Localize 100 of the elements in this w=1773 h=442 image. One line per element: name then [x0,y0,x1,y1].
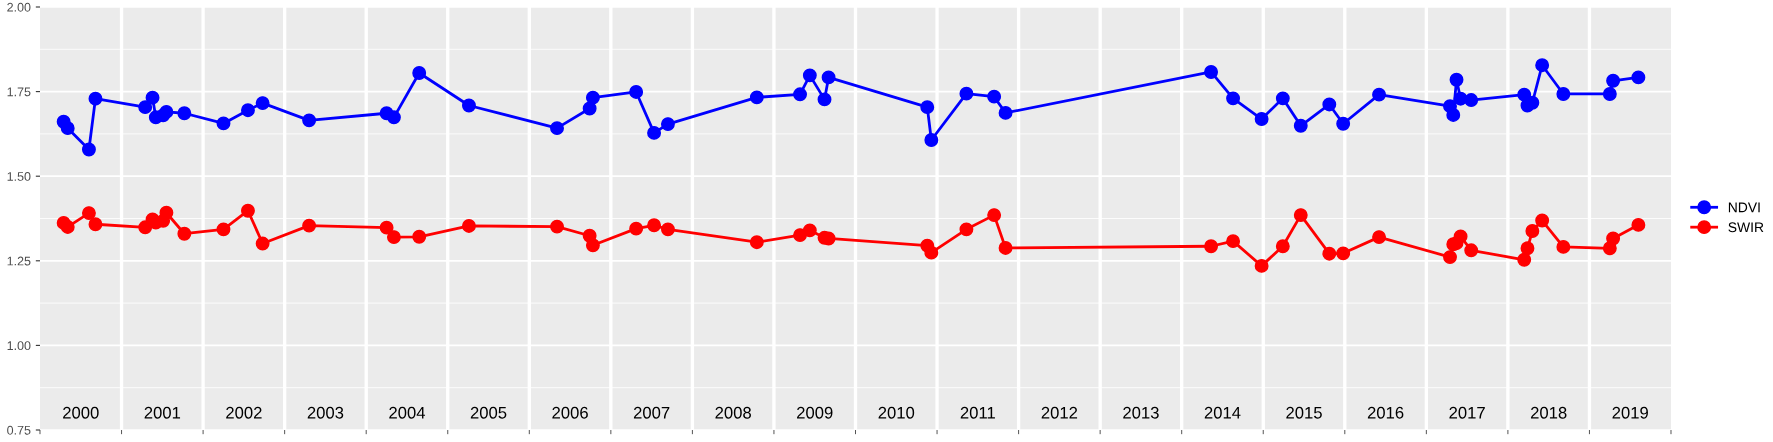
y-tick-label: 0.75 [7,425,31,435]
point [1275,91,1290,106]
point [959,86,974,101]
x-tick-label: 2018 [1530,406,1567,419]
point [660,222,675,237]
point [1322,97,1337,112]
y-tick-label: 1.50 [7,172,31,181]
legend-label: SWIR [1728,222,1764,233]
point [1254,258,1269,273]
point [1254,112,1269,126]
point [1606,73,1621,88]
point [821,70,836,85]
point [1372,230,1386,245]
point [1226,91,1241,106]
point [749,90,764,105]
point [998,240,1013,255]
point [302,218,317,233]
point [159,205,174,220]
y-tick-label: 1.25 [7,256,31,266]
point [1446,108,1461,122]
point [629,221,644,236]
x-tick-label: 2002 [226,406,262,419]
point [1293,208,1308,223]
x-tick-label: 2001 [144,406,181,419]
point [216,222,231,237]
point [647,218,662,233]
point [585,238,600,253]
point [629,84,644,99]
point [462,218,476,233]
point [1275,239,1290,254]
x-tick-label: 2000 [63,406,99,419]
point [1464,93,1479,108]
point [817,92,832,107]
point [1631,70,1646,85]
x-tick-label: 2016 [1367,406,1404,419]
point [647,125,662,140]
x-tick-label: 2003 [307,406,344,419]
x-tick-label: 2011 [960,406,995,419]
point [216,116,231,131]
x-tick-label: 2007 [633,406,670,419]
x-tick-label: 2013 [1123,406,1159,419]
y-tick-label: 2.00 [7,2,31,12]
x-tick-label: 2014 [1204,406,1241,419]
point [660,117,675,132]
x-tick-label: 2004 [389,406,426,419]
point [749,235,764,250]
point [1631,217,1646,232]
point [60,220,75,234]
point [1525,224,1540,238]
point [386,230,401,245]
point [1322,246,1337,261]
legend-label: NDVI [1728,202,1760,213]
point [924,133,939,147]
point [177,226,192,241]
x-tick-label: 2017 [1449,406,1485,419]
point [1293,118,1308,133]
point [1464,243,1479,258]
point [1449,72,1464,87]
point [88,217,103,232]
point [255,236,270,251]
point [793,87,807,102]
point [412,66,427,80]
point [379,220,394,235]
x-tick-label: 2009 [797,406,833,419]
point [1372,87,1386,102]
point [550,121,564,136]
point [1535,213,1550,228]
point [1535,58,1550,73]
x-tick-label: 2008 [715,406,751,419]
point [177,106,192,121]
point [81,206,96,221]
point [1556,87,1571,101]
point [386,110,401,125]
point [920,100,935,115]
point [255,96,270,111]
point [1453,229,1468,244]
point [159,104,174,119]
point [1204,239,1219,254]
point [145,90,160,105]
point [60,121,75,136]
point [412,229,427,244]
point [924,245,939,260]
point [241,203,255,218]
point [1556,239,1571,254]
x-tick-label: 2015 [1286,406,1322,419]
x-tick-label: 2012 [1041,406,1078,419]
point [1517,252,1532,267]
point [987,208,1002,223]
point [462,98,476,113]
point [1336,116,1351,131]
y-tick-label: 1.75 [7,87,31,97]
x-tick-label: 2010 [878,406,915,419]
point [1443,250,1457,265]
point [88,91,103,106]
x-tick-label: 2005 [470,406,507,419]
point [302,113,317,128]
point [998,105,1013,120]
point [81,142,96,157]
point [138,100,153,115]
point [1606,231,1621,246]
